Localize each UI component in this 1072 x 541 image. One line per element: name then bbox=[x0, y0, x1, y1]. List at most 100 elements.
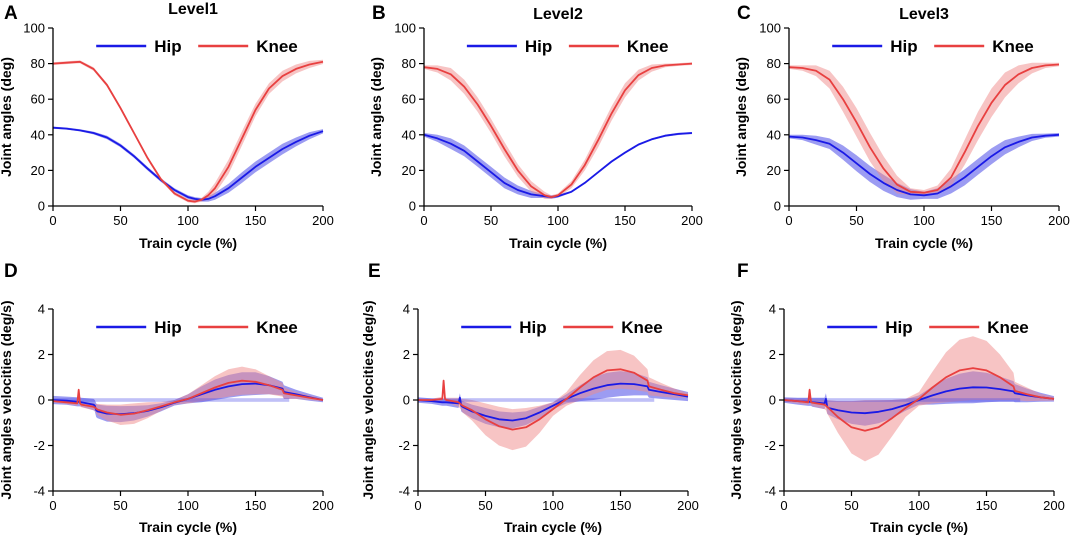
series-line-knee bbox=[788, 63, 1060, 194]
y-tick-label: 4 bbox=[38, 302, 45, 317]
panel-letter: E bbox=[368, 261, 381, 282]
series-band-knee bbox=[53, 59, 323, 204]
y-tick-label: 60 bbox=[767, 92, 781, 107]
y-tick-label: 4 bbox=[403, 302, 410, 317]
zero-reference-band bbox=[784, 398, 1021, 402]
legend: Hip Knee bbox=[827, 318, 1029, 337]
y-tick-label: 20 bbox=[402, 163, 416, 178]
legend-label-knee: Knee bbox=[992, 37, 1034, 56]
legend-label-knee: Knee bbox=[627, 37, 669, 56]
series-line-hip bbox=[423, 132, 693, 198]
y-tick-label: -2 bbox=[398, 438, 410, 453]
legend-label-hip: Hip bbox=[519, 318, 546, 337]
series-line-hip bbox=[52, 126, 324, 201]
x-tick-label: 100 bbox=[542, 498, 564, 513]
chart-title: Level1 bbox=[168, 1, 218, 18]
x-tick-label: 200 bbox=[681, 213, 703, 228]
legend-label-hip: Hip bbox=[890, 37, 917, 56]
series-band-knee bbox=[418, 349, 688, 451]
zero-reference-band bbox=[418, 398, 655, 402]
series-line-knee bbox=[52, 379, 324, 416]
y-tick-label: 2 bbox=[403, 347, 410, 362]
x-tick-label: 100 bbox=[547, 213, 569, 228]
y-tick-label: 0 bbox=[409, 199, 416, 214]
x-tick-label: 0 bbox=[785, 213, 792, 228]
series-line-knee bbox=[783, 367, 1055, 432]
y-tick-label: 4 bbox=[769, 302, 776, 317]
x-tick-label: 0 bbox=[780, 498, 787, 513]
panel-letter: F bbox=[737, 261, 749, 282]
x-tick-label: 50 bbox=[484, 213, 498, 228]
x-axis-label: Train cycle (%) bbox=[870, 519, 968, 535]
series-band-knee bbox=[53, 366, 323, 425]
chart-title: Level3 bbox=[899, 6, 949, 23]
legend-label-knee: Knee bbox=[987, 318, 1029, 337]
y-tick-label: 40 bbox=[402, 127, 416, 142]
y-tick-label: 80 bbox=[402, 56, 416, 71]
x-tick-label: 50 bbox=[113, 213, 127, 228]
y-axis-label: Joint angles velocities (deg/s) bbox=[360, 300, 376, 499]
panel-f: F -4 -2 0 2 4 0 50 100 150 200 Train cycle (%) Joint… bbox=[728, 261, 1065, 535]
y-tick-label: 0 bbox=[774, 199, 781, 214]
y-tick-label: 20 bbox=[31, 163, 45, 178]
panel-letter: D bbox=[4, 261, 18, 282]
x-tick-label: 200 bbox=[1048, 213, 1070, 228]
y-tick-label: 60 bbox=[31, 92, 45, 107]
y-axis-label: Joint angles velocities (deg/s) bbox=[0, 300, 14, 499]
x-tick-label: 200 bbox=[1043, 498, 1065, 513]
zero-reference-band bbox=[53, 398, 290, 402]
x-tick-label: 50 bbox=[844, 498, 858, 513]
chart-title: Level2 bbox=[533, 6, 583, 23]
x-tick-label: 150 bbox=[610, 498, 632, 513]
legend-label-knee: Knee bbox=[256, 318, 298, 337]
y-tick-label: 0 bbox=[769, 393, 776, 408]
y-tick-label: 0 bbox=[38, 393, 45, 408]
legend: Hip Knee bbox=[96, 318, 298, 337]
y-tick-label: -4 bbox=[398, 484, 410, 499]
y-tick-label: -4 bbox=[764, 484, 776, 499]
x-tick-label: 100 bbox=[177, 498, 199, 513]
x-axis-label: Train cycle (%) bbox=[875, 235, 973, 251]
legend: Hip Knee bbox=[96, 37, 298, 56]
x-tick-label: 50 bbox=[849, 213, 863, 228]
y-tick-label: 2 bbox=[769, 347, 776, 362]
panel-letter: C bbox=[737, 3, 751, 24]
y-tick-label: 40 bbox=[767, 127, 781, 142]
series-line-hip bbox=[788, 133, 1060, 197]
y-tick-label: 0 bbox=[38, 199, 45, 214]
legend-label-hip: Hip bbox=[525, 37, 552, 56]
legend-label-hip: Hip bbox=[154, 318, 181, 337]
y-tick-label: -2 bbox=[764, 438, 776, 453]
x-tick-label: 150 bbox=[981, 213, 1003, 228]
x-axis-label: Train cycle (%) bbox=[139, 519, 237, 535]
x-tick-label: 100 bbox=[177, 213, 199, 228]
x-tick-label: 0 bbox=[49, 498, 56, 513]
panel-letter: B bbox=[372, 3, 386, 24]
x-tick-label: 100 bbox=[913, 213, 935, 228]
series-line-knee bbox=[52, 60, 324, 203]
series-line-knee bbox=[423, 62, 693, 198]
series-line-hip bbox=[417, 382, 689, 422]
series-band-hip bbox=[424, 132, 692, 199]
series-band-hip bbox=[53, 126, 323, 202]
x-tick-label: 200 bbox=[312, 498, 334, 513]
y-axis-label: Joint angles velocities (deg/s) bbox=[728, 300, 744, 499]
y-tick-label: 80 bbox=[31, 56, 45, 71]
y-axis-label: Joint angles (deg) bbox=[733, 57, 749, 177]
y-tick-label: -2 bbox=[33, 438, 45, 453]
legend: Hip Knee bbox=[461, 318, 663, 337]
legend: Hip Knee bbox=[832, 37, 1034, 56]
x-tick-label: 150 bbox=[614, 213, 636, 228]
panel-a: A Level1 0 20 40 60 80 100 0 50 100 150 200 Train cyc… bbox=[0, 1, 334, 251]
x-tick-label: 50 bbox=[113, 498, 127, 513]
x-tick-label: 0 bbox=[49, 213, 56, 228]
series-band-knee bbox=[424, 62, 692, 199]
x-tick-label: 150 bbox=[976, 498, 998, 513]
panel-c: C Level3 0 20 40 60 80 100 0 50 100 150 200 Train cyc… bbox=[733, 3, 1070, 251]
x-tick-label: 200 bbox=[677, 498, 699, 513]
x-tick-label: 0 bbox=[414, 498, 421, 513]
y-tick-label: 40 bbox=[31, 127, 45, 142]
y-axis-label: Joint angles (deg) bbox=[0, 57, 14, 177]
x-tick-label: 100 bbox=[908, 498, 930, 513]
